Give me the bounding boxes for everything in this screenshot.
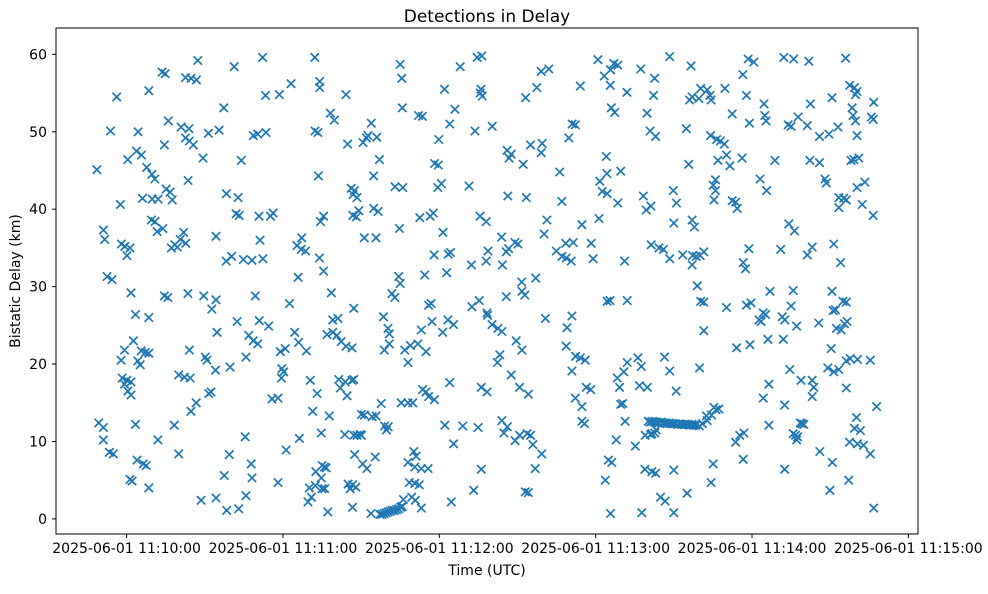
y-tick-label: 0 [38, 512, 47, 528]
x-tick-label: 2025-06-01 11:14:00 [678, 541, 827, 557]
x-tick-label: 2025-06-01 11:11:00 [209, 541, 358, 557]
x-tick-label: 2025-06-01 11:15:00 [834, 541, 983, 557]
x-tick-label: 2025-06-01 11:12:00 [365, 541, 514, 557]
x-axis-ticks: 2025-06-01 11:10:00 2025-06-01 11:11:00 20… [52, 534, 983, 557]
x-tick-label: 2025-06-01 11:10:00 [52, 541, 201, 557]
y-axis-label: Bistatic Delay (km) [8, 214, 24, 348]
x-axis-label: Time (UTC) [447, 563, 525, 579]
plot-frame [55, 27, 919, 535]
y-tick-label: 60 [29, 47, 47, 63]
y-axis-ticks: 0 10 20 30 40 50 60 [29, 47, 56, 528]
y-tick-label: 20 [29, 357, 47, 373]
y-tick-label: 30 [29, 280, 47, 296]
scatter-point-markers [92, 51, 882, 520]
scatter-points [92, 51, 882, 520]
y-tick-label: 50 [29, 125, 47, 141]
y-tick-label: 10 [29, 434, 47, 450]
y-tick-label: 40 [29, 202, 47, 218]
x-tick-label: 2025-06-01 11:13:00 [521, 541, 670, 557]
chart-title: Detections in Delay [404, 7, 571, 27]
